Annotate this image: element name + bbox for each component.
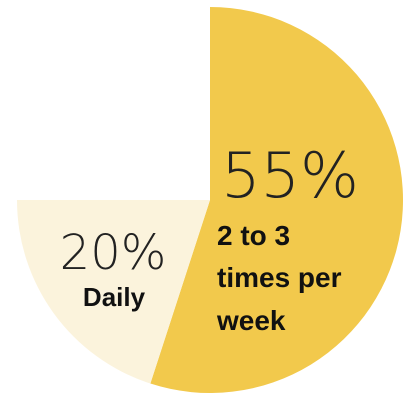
slice-label-line-3: week [216, 305, 286, 336]
pie-slice-2-to-3-times-per-week [150, 6, 404, 393]
percent-label-20: 20% [60, 225, 167, 281]
slice-label-daily: Daily [83, 282, 146, 312]
slice-label-line-1: 2 to 3 [217, 220, 290, 251]
percent-label-55: 55% [221, 139, 359, 212]
pie-slice-daily [17, 200, 210, 384]
slice-label-line-2: times per [217, 262, 342, 293]
